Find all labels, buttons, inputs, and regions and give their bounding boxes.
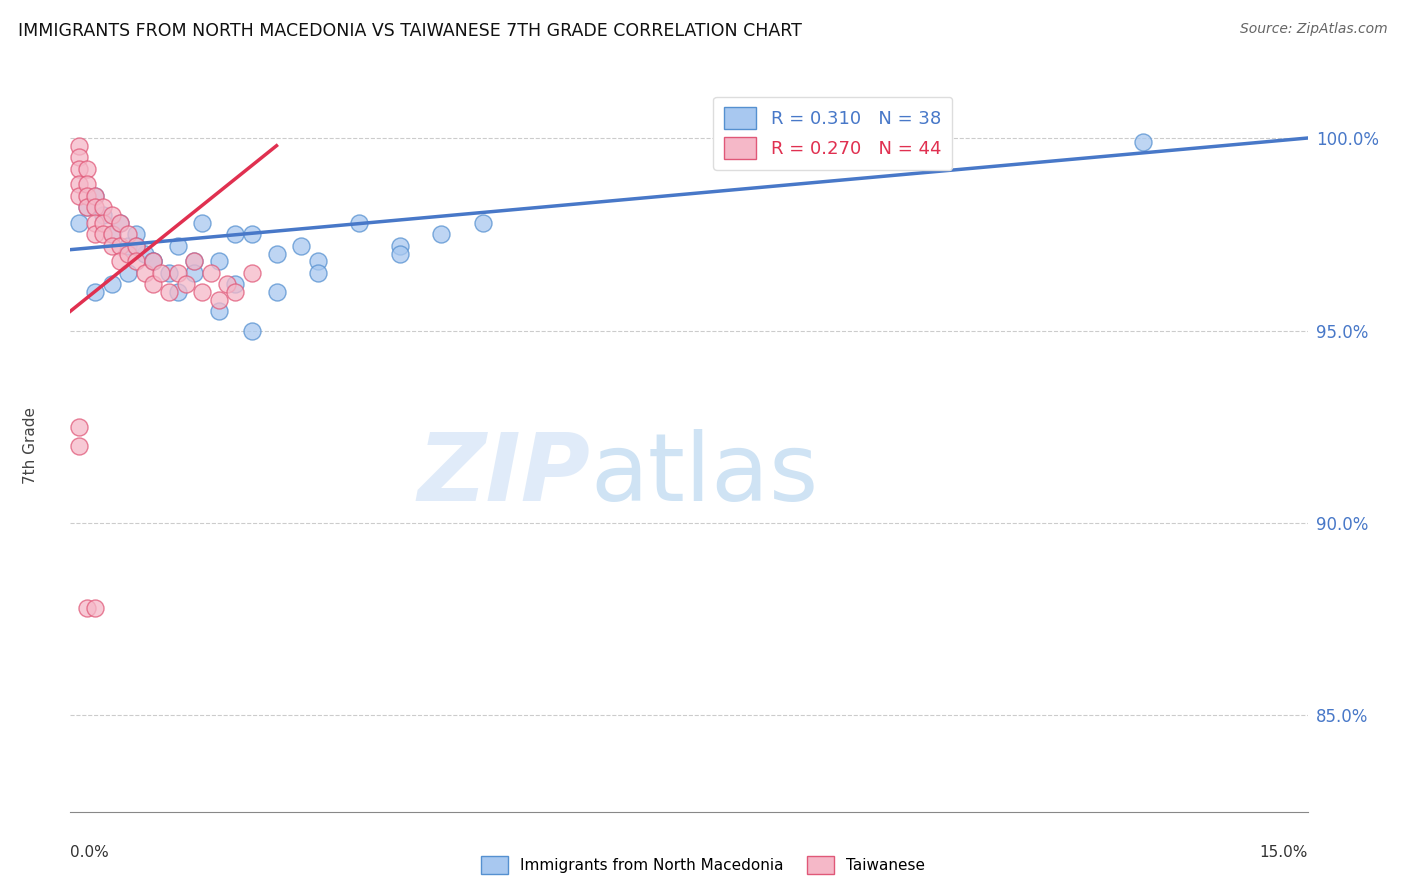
Point — [67, 138, 90, 153]
Point — [166, 266, 188, 280]
Point — [191, 285, 214, 299]
Point — [67, 439, 90, 453]
Point — [67, 178, 90, 192]
Point — [134, 246, 156, 260]
Point — [266, 285, 288, 299]
Point — [208, 304, 231, 318]
Point — [76, 161, 98, 176]
Point — [1132, 135, 1154, 149]
Point — [389, 239, 412, 253]
Point — [84, 285, 107, 299]
Point — [142, 254, 165, 268]
Point — [142, 254, 165, 268]
Point — [117, 266, 139, 280]
Point — [76, 600, 98, 615]
Point — [76, 200, 98, 214]
Point — [208, 254, 231, 268]
Point — [150, 266, 173, 280]
Point — [108, 216, 131, 230]
Point — [240, 324, 263, 338]
Point — [224, 227, 246, 242]
Text: Source: ZipAtlas.com: Source: ZipAtlas.com — [1240, 22, 1388, 37]
Point — [91, 200, 114, 214]
Point — [91, 227, 114, 242]
Point — [100, 208, 122, 222]
Point — [100, 227, 122, 242]
Point — [84, 200, 107, 214]
Point — [67, 216, 90, 230]
Point — [100, 277, 122, 292]
Point — [174, 277, 197, 292]
Point — [183, 254, 205, 268]
Point — [100, 227, 122, 242]
Point — [125, 227, 148, 242]
Point — [389, 246, 412, 260]
Point — [142, 254, 165, 268]
Point — [307, 254, 329, 268]
Point — [67, 150, 90, 164]
Point — [117, 246, 139, 260]
Point — [117, 227, 139, 242]
Point — [91, 216, 114, 230]
Point — [84, 600, 107, 615]
Point — [224, 277, 246, 292]
Point — [166, 285, 188, 299]
Point — [215, 277, 238, 292]
Point — [84, 227, 107, 242]
Point — [76, 178, 98, 192]
Point — [125, 254, 148, 268]
Point — [166, 239, 188, 253]
Point — [84, 188, 107, 202]
Point — [108, 254, 131, 268]
Point — [157, 266, 180, 280]
Point — [100, 239, 122, 253]
Point — [76, 188, 98, 202]
Text: 15.0%: 15.0% — [1260, 845, 1308, 860]
Point — [142, 277, 165, 292]
Text: ZIP: ZIP — [418, 429, 591, 521]
Point — [84, 188, 107, 202]
Point — [67, 419, 90, 434]
Point — [84, 216, 107, 230]
Point — [67, 188, 90, 202]
Point — [67, 161, 90, 176]
Point — [224, 285, 246, 299]
Text: atlas: atlas — [591, 429, 818, 521]
Point — [191, 216, 214, 230]
Point — [108, 216, 131, 230]
Point — [290, 239, 312, 253]
Point — [266, 246, 288, 260]
Point — [471, 216, 494, 230]
Point — [240, 266, 263, 280]
Point — [347, 216, 370, 230]
Text: 7th Grade: 7th Grade — [24, 408, 38, 484]
Point — [91, 208, 114, 222]
Point — [108, 239, 131, 253]
Point — [430, 227, 453, 242]
Text: IMMIGRANTS FROM NORTH MACEDONIA VS TAIWANESE 7TH GRADE CORRELATION CHART: IMMIGRANTS FROM NORTH MACEDONIA VS TAIWA… — [18, 22, 803, 40]
Point — [117, 239, 139, 253]
Point — [134, 266, 156, 280]
Point — [183, 266, 205, 280]
Point — [183, 254, 205, 268]
Point — [240, 227, 263, 242]
Point — [125, 239, 148, 253]
Point — [307, 266, 329, 280]
Point — [76, 200, 98, 214]
Point — [200, 266, 222, 280]
Point — [208, 293, 231, 307]
Text: 0.0%: 0.0% — [70, 845, 110, 860]
Point — [157, 285, 180, 299]
Legend: R = 0.310   N = 38, R = 0.270   N = 44: R = 0.310 N = 38, R = 0.270 N = 44 — [713, 96, 952, 169]
Point — [125, 239, 148, 253]
Legend: Immigrants from North Macedonia, Taiwanese: Immigrants from North Macedonia, Taiwane… — [474, 850, 932, 880]
